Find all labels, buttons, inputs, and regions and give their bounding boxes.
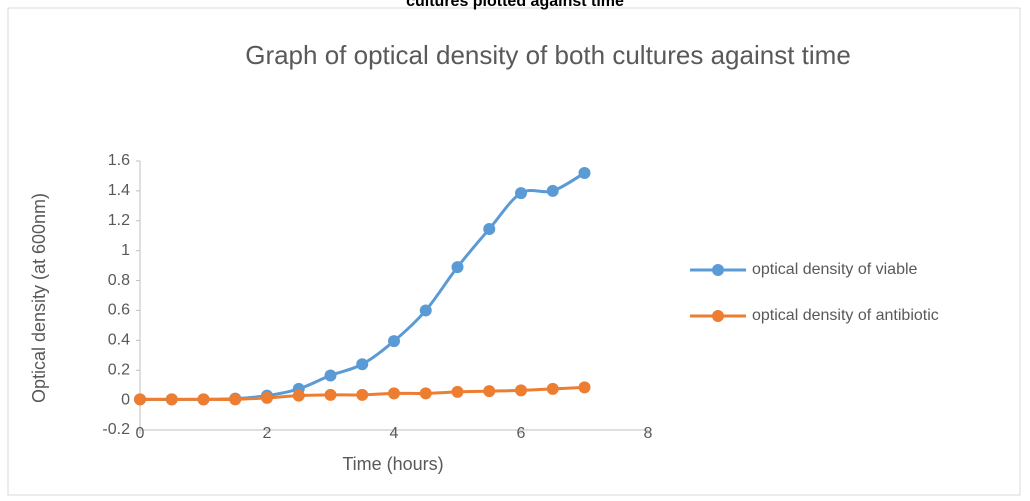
data-point (483, 385, 496, 398)
y-tick-label: 1 (121, 242, 130, 259)
legend-marker (712, 264, 724, 276)
legend-marker (712, 310, 724, 322)
data-point (546, 382, 559, 395)
y-tick-label: 1.4 (108, 182, 130, 199)
legend-label: optical density of antibiotic (752, 307, 939, 324)
y-tick-label: 0.2 (108, 361, 130, 378)
data-point (578, 166, 591, 179)
legend-label: optical density of viable (752, 261, 918, 278)
data-point (356, 388, 369, 401)
data-point (197, 393, 210, 406)
y-tick-label: 0.4 (108, 332, 130, 349)
y-tick-label: 1.6 (108, 152, 130, 169)
y-tick-label: -0.2 (102, 421, 130, 438)
data-point (356, 358, 369, 371)
data-point (292, 389, 305, 402)
data-point (515, 384, 527, 397)
data-point (134, 393, 146, 406)
data-point (388, 387, 400, 400)
y-tick-label: 1.2 (108, 212, 130, 229)
data-point (165, 393, 178, 406)
data-point (419, 387, 432, 400)
y-tick-label: 0 (121, 391, 130, 408)
data-point (451, 261, 464, 274)
data-point (451, 385, 464, 398)
data-point (419, 304, 432, 317)
caption: cultures plotted against time (406, 0, 624, 10)
data-point (324, 369, 337, 382)
y-tick-label: 0.6 (108, 302, 130, 319)
data-point (324, 388, 337, 401)
data-point (229, 393, 242, 406)
data-point (515, 187, 527, 200)
data-point (483, 222, 496, 235)
data-point (388, 335, 400, 348)
x-axis-label: Time (hours) (342, 454, 443, 474)
y-tick-label: 0.8 (108, 272, 130, 289)
data-point (578, 381, 591, 394)
y-axis-label: Optical density (at 600nm) (29, 193, 49, 403)
data-point (546, 184, 559, 197)
chart-border (7, 7, 1021, 496)
chart-title: Graph of optical density of both culture… (245, 40, 851, 70)
data-point (261, 391, 273, 404)
